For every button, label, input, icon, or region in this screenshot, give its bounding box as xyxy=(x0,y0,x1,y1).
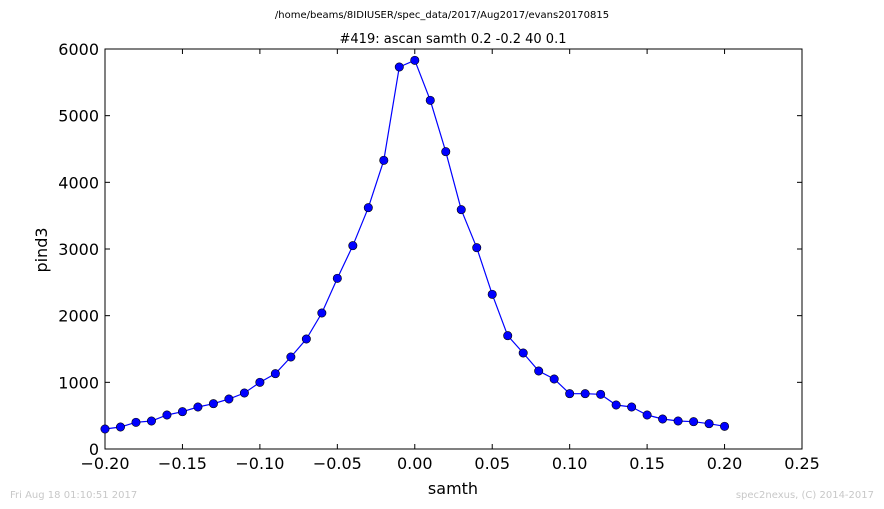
series-line xyxy=(104,59,725,430)
data-point xyxy=(131,417,141,427)
data-point xyxy=(348,241,358,251)
data-point xyxy=(580,389,590,399)
data-point xyxy=(673,416,683,426)
x-tick-label: −0.15 xyxy=(158,454,207,473)
data-point xyxy=(565,389,575,399)
x-tick-label: 0.20 xyxy=(707,454,743,473)
x-tick-label: −0.05 xyxy=(313,454,362,473)
x-tick-label: −0.20 xyxy=(80,454,129,473)
data-point xyxy=(503,331,513,341)
y-tick-label: 4000 xyxy=(58,173,99,192)
data-point xyxy=(642,410,652,420)
plot-axes xyxy=(104,48,803,450)
data-point xyxy=(518,348,528,358)
data-point xyxy=(394,62,404,72)
y-tick-label: 0 xyxy=(89,440,99,459)
data-point xyxy=(224,394,234,404)
data-point xyxy=(255,377,265,387)
data-point xyxy=(239,388,249,398)
footer-credit: spec2nexus, (C) 2014-2017 xyxy=(735,490,874,501)
data-point xyxy=(534,366,544,376)
data-point xyxy=(627,402,637,412)
data-point xyxy=(379,155,389,165)
data-point xyxy=(704,419,714,429)
data-point xyxy=(208,399,218,409)
y-tick-label: 1000 xyxy=(58,373,99,392)
data-point xyxy=(177,407,187,417)
data-point xyxy=(441,147,451,157)
x-tick-label: −0.10 xyxy=(235,454,284,473)
chart-title: #419: ascan samth 0.2 -0.2 40 0.1 xyxy=(340,32,567,47)
data-point xyxy=(456,205,466,215)
data-point xyxy=(146,416,156,426)
axis-ticks: −0.20 −0.15 −0.10 −0.05 0.00 0.05 0.10 0.15 0.20… xyxy=(58,40,820,473)
data-point xyxy=(363,203,373,213)
y-tick-label: 2000 xyxy=(58,307,99,326)
data-point xyxy=(100,424,110,434)
data-point xyxy=(472,243,482,253)
data-point xyxy=(317,308,327,318)
data-point xyxy=(286,352,296,362)
y-tick-label: 5000 xyxy=(58,107,99,126)
x-tick-label: 0.10 xyxy=(552,454,588,473)
y-axis-label: pind3 xyxy=(32,227,51,272)
x-tick-label: 0.25 xyxy=(784,454,820,473)
data-point xyxy=(332,273,342,283)
data-point xyxy=(720,421,730,431)
plot-frame xyxy=(104,48,803,450)
y-tick-label: 3000 xyxy=(58,240,99,259)
data-point xyxy=(301,334,311,344)
data-point xyxy=(596,389,606,399)
data-point xyxy=(611,400,621,410)
data-point xyxy=(487,289,497,299)
data-point xyxy=(162,410,172,420)
data-point xyxy=(549,374,559,384)
data-point xyxy=(410,55,420,65)
data-point xyxy=(270,369,280,379)
data-point xyxy=(689,417,699,427)
data-point xyxy=(658,414,668,424)
footer-timestamp: Fri Aug 18 01:10:51 2017 xyxy=(10,490,138,501)
x-tick-label: 0.00 xyxy=(397,454,433,473)
data-series xyxy=(100,55,730,434)
data-point xyxy=(115,422,125,432)
x-axis-label: samth xyxy=(428,479,478,498)
data-point xyxy=(193,402,203,412)
x-tick-label: 0.15 xyxy=(629,454,665,473)
data-point xyxy=(425,95,435,105)
y-tick-label: 6000 xyxy=(58,40,99,59)
chart-suptitle: /home/beams/8IDIUSER/spec_data/2017/Aug2… xyxy=(275,10,609,21)
x-tick-label: 0.05 xyxy=(474,454,510,473)
